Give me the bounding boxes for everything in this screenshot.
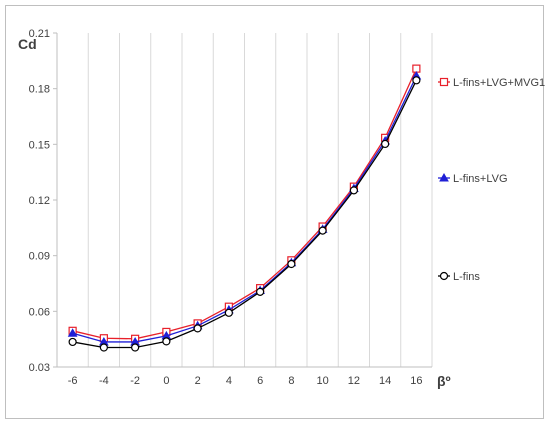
data-point-circle bbox=[99, 343, 108, 352]
x-tick-label: -6 bbox=[68, 375, 78, 387]
series-line bbox=[72, 80, 417, 349]
series-line bbox=[72, 75, 417, 343]
y-tick-label: 0.03 bbox=[29, 362, 50, 374]
data-point-circle bbox=[224, 308, 233, 317]
x-tick-label: 10 bbox=[317, 375, 329, 387]
x-tick-label: 16 bbox=[410, 375, 422, 387]
data-point-triangle bbox=[439, 172, 449, 182]
data-point-circle bbox=[162, 337, 171, 346]
y-tick-label: 0.15 bbox=[29, 139, 50, 151]
x-tick-label: 12 bbox=[348, 375, 360, 387]
series-group bbox=[68, 76, 421, 352]
data-point-square bbox=[439, 77, 449, 87]
data-point-circle bbox=[381, 139, 390, 149]
chart-frame bbox=[5, 5, 544, 419]
x-tick-label: -2 bbox=[130, 375, 140, 387]
data-point-circle bbox=[256, 287, 265, 296]
data-point-circle bbox=[439, 271, 449, 281]
legend-layer: L-fins+LVG+MVG1 L-fins+LVG L-fins bbox=[438, 77, 545, 283]
x-tick-label: 14 bbox=[379, 375, 391, 387]
series-line bbox=[72, 68, 417, 340]
y-tick-label: 0.18 bbox=[29, 84, 50, 96]
data-point-triangle bbox=[67, 328, 78, 337]
x-axis-title: βº bbox=[437, 373, 451, 389]
x-tick-label: 6 bbox=[257, 375, 263, 387]
x-tick-label: 0 bbox=[163, 375, 169, 387]
y-tick-label: 0.09 bbox=[29, 251, 50, 263]
data-point-circle bbox=[318, 226, 327, 235]
y-axis-title: Cd bbox=[18, 36, 37, 52]
data-point-circle bbox=[412, 76, 421, 85]
data-point-circle bbox=[193, 324, 202, 333]
x-tick-label: -4 bbox=[99, 375, 109, 387]
series-layer bbox=[67, 64, 422, 352]
y-tick-label: 0.21 bbox=[29, 28, 50, 40]
legend-label: L-fins+LVG bbox=[453, 173, 508, 185]
grid-layer bbox=[56, 33, 433, 367]
data-point-circle bbox=[349, 186, 358, 195]
data-point-circle bbox=[131, 343, 140, 352]
legend-label: L-fins bbox=[453, 271, 480, 283]
x-tick-label: 2 bbox=[195, 375, 201, 387]
axis-layer: 0.03 0.06 0.09 0.12 0.15 0.18 0.21 -6 -4 -2 0 2 4 6 8 1… bbox=[29, 28, 432, 387]
y-tick-label: 0.12 bbox=[29, 195, 50, 207]
y-tick-label: 0.06 bbox=[29, 306, 50, 318]
legend-label: L-fins+LVG+MVG1 bbox=[453, 77, 545, 89]
x-tick-label: 8 bbox=[288, 375, 294, 387]
data-point-circle bbox=[287, 259, 296, 269]
data-point-circle bbox=[68, 337, 77, 347]
x-tick-label: 4 bbox=[226, 375, 232, 387]
